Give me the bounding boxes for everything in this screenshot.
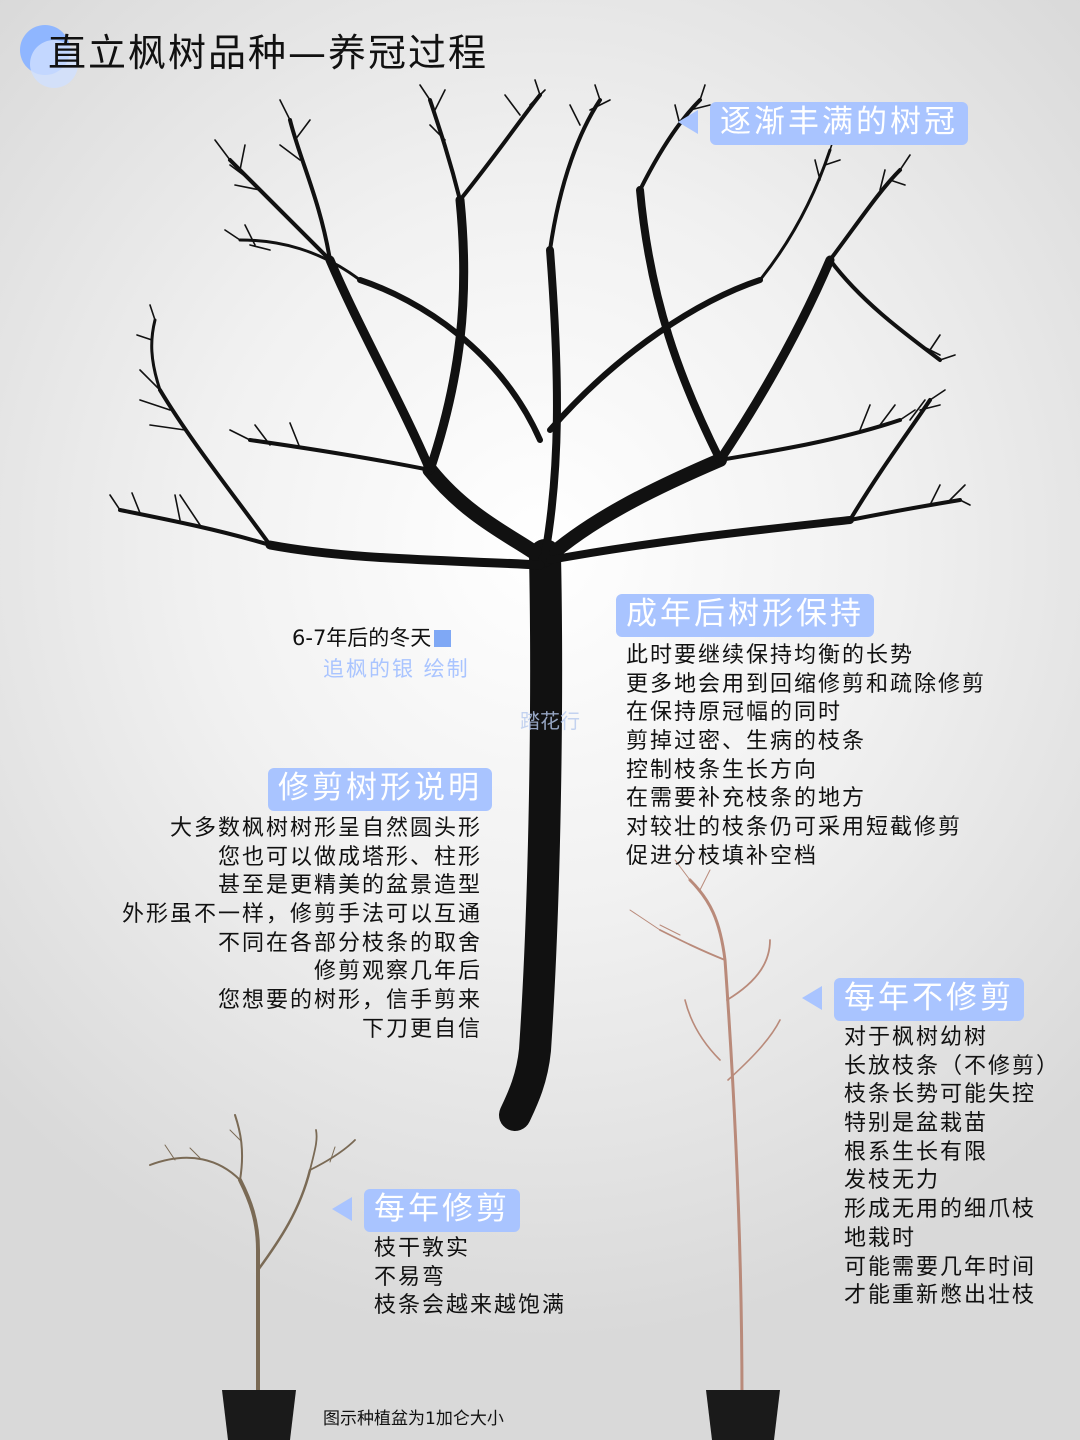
watermark: 踏花行	[520, 709, 580, 733]
no-prune-arrow-icon	[802, 986, 822, 1010]
page-title: 直立枫树品种—养冠过程	[48, 31, 489, 75]
pruning-line: 甚至是更精美的盆景造型	[217, 873, 482, 899]
no-prune-line: 发枝无力	[844, 1168, 941, 1194]
yearly-line: 枝干敦实	[374, 1236, 471, 1261]
title-decor-circle-light	[30, 40, 78, 88]
no-prune-line: 才能重新憋出壮枝	[844, 1283, 1037, 1309]
adult-text: 此时要继续保持均衡的长势 更多地会用到回缩修剪和疏除修剪 在保持原冠幅的同时 剪…	[626, 642, 986, 872]
pruning-line: 您也可以做成塔形、柱形	[217, 844, 482, 870]
adult-line: 剪掉过密、生病的枝条	[626, 729, 867, 755]
adult-line: 在保持原冠幅的同时	[626, 700, 843, 726]
caption-text: 6-7年后的冬天	[292, 626, 432, 650]
no-prune-line: 长放枝条（不修剪）	[844, 1053, 1061, 1079]
adult-line: 促进分枝填补空档	[626, 843, 819, 869]
pruning-line: 您想要的树形，信手剪来	[217, 988, 482, 1014]
no-prune-line: 地栽时	[844, 1225, 917, 1251]
no-prune-line: 根系生长有限	[844, 1139, 989, 1165]
caption: 6-7年后的冬天	[292, 622, 452, 652]
pot-size-note: 图示种植盆为1加仑大小	[323, 1409, 504, 1429]
label-crown: 逐渐丰满的树冠	[710, 102, 968, 146]
yearly-line: 枝条会越来越饱满	[374, 1293, 567, 1319]
adult-line: 此时要继续保持均衡的长势	[626, 643, 915, 668]
yearly-line: 不易弯	[374, 1264, 447, 1290]
label-no-prune: 每年不修剪	[834, 978, 1024, 1022]
pruning-line: 修剪观察几年后	[313, 959, 482, 985]
pruning-text: 大多数枫树树形呈自然圆头形 您也可以做成塔形、柱形 甚至是更精美的盆景造型 外形…	[122, 815, 482, 1045]
no-prune-line: 枝条长势可能失控	[844, 1082, 1037, 1108]
no-prune-text: 对于枫树幼树 长放枝条（不修剪） 枝条长势可能失控 特别是盆栽苗 根系生长有限 …	[844, 1024, 1060, 1311]
no-prune-line: 可能需要几年时间	[844, 1254, 1037, 1280]
pruning-line: 下刀更自信	[361, 1016, 482, 1042]
adult-line: 更多地会用到回缩修剪和疏除修剪	[626, 671, 987, 697]
pruning-line: 大多数枫树树形呈自然圆头形	[169, 816, 482, 841]
adult-line: 对较壮的枝条仍可采用短截修剪	[626, 815, 963, 841]
square-icon	[434, 630, 452, 647]
yearly-arrow-icon	[332, 1197, 352, 1221]
no-prune-line: 特别是盆栽苗	[844, 1111, 989, 1137]
label-adult: 成年后树形保持	[616, 594, 874, 638]
yearly-text: 枝干敦实 不易弯 枝条会越来越饱满	[374, 1235, 566, 1321]
adult-line: 在需要补充枝条的地方	[626, 786, 867, 812]
adult-line: 控制枝条生长方向	[626, 757, 819, 783]
credit: 追枫的银 绘制	[323, 657, 470, 681]
no-prune-line: 对于枫树幼树	[844, 1025, 989, 1050]
label-pruning: 修剪树形说明	[268, 768, 492, 812]
pruning-line: 不同在各部分枝条的取舍	[217, 930, 482, 956]
no-prune-line: 形成无用的细爪枝	[844, 1197, 1037, 1223]
label-yearly: 每年修剪	[364, 1189, 520, 1233]
crown-arrow-icon	[678, 110, 698, 134]
pruning-line: 外形虽不一样，修剪手法可以互通	[121, 902, 482, 928]
